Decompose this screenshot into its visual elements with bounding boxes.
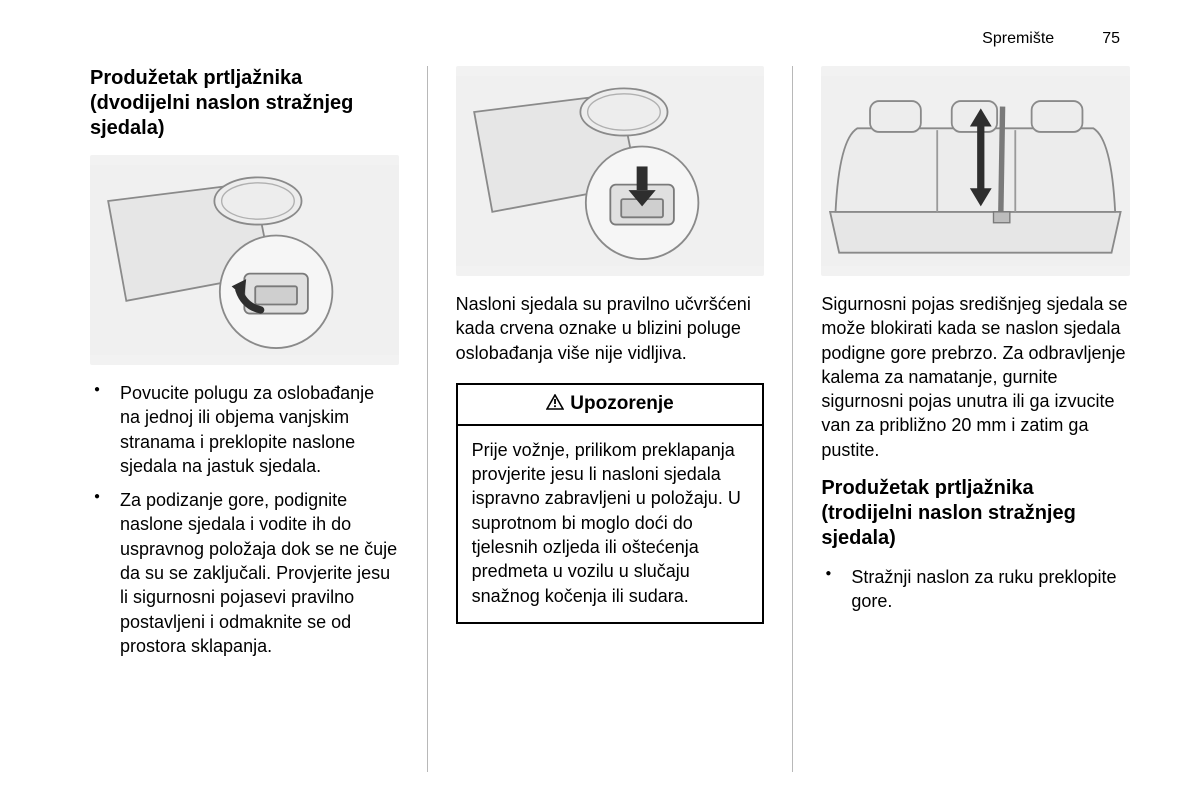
col3-caption: Sigurnosni pojas središnjeg sjedala se m… xyxy=(821,292,1130,462)
warning-box: Upozorenje Prije vožnje, prilikom prekla… xyxy=(456,383,765,624)
section-title: Spremište xyxy=(982,30,1054,48)
col1-bullets: Povucite polugu za oslobađanje na jednoj… xyxy=(90,381,399,668)
col3-bullets: Stražnji naslon za ruku preklopite gore. xyxy=(821,565,1130,624)
column-divider xyxy=(792,66,793,772)
col2-caption: Nasloni sjedala su pravilno učvršćeni ka… xyxy=(456,292,765,365)
figure-rear-seat-belt xyxy=(821,66,1130,276)
col1-heading: Produžetak prtljažnika (dvodijelni naslo… xyxy=(90,66,399,141)
col3-heading2: Produžetak prtljažnika (trodijelni naslo… xyxy=(821,476,1130,551)
column-1: Produžetak prtljažnika (dvodijelni naslo… xyxy=(90,66,399,772)
warning-body: Prije vožnje, prilikom preklapanja provj… xyxy=(458,426,763,622)
content-columns: Produžetak prtljažnika (dvodijelni naslo… xyxy=(90,66,1130,772)
column-2: Nasloni sjedala su pravilno učvršćeni ka… xyxy=(456,66,765,772)
warning-icon xyxy=(546,394,564,416)
bullet-item: Za podizanje gore, podignite naslone sje… xyxy=(90,488,399,658)
page-number: 75 xyxy=(1102,30,1120,48)
figure-seat-release-lock xyxy=(456,66,765,276)
figure-seat-release-fold xyxy=(90,155,399,365)
page-header: Spremište 75 xyxy=(90,30,1130,48)
column-divider xyxy=(427,66,428,772)
bullet-item: Stražnji naslon za ruku preklopite gore. xyxy=(821,565,1130,614)
warning-title: Upozorenje xyxy=(458,385,763,426)
bullet-item: Povucite polugu za oslobađanje na jednoj… xyxy=(90,381,399,478)
column-3: Sigurnosni pojas središnjeg sjedala se m… xyxy=(821,66,1130,772)
warning-title-text: Upozorenje xyxy=(570,393,673,414)
